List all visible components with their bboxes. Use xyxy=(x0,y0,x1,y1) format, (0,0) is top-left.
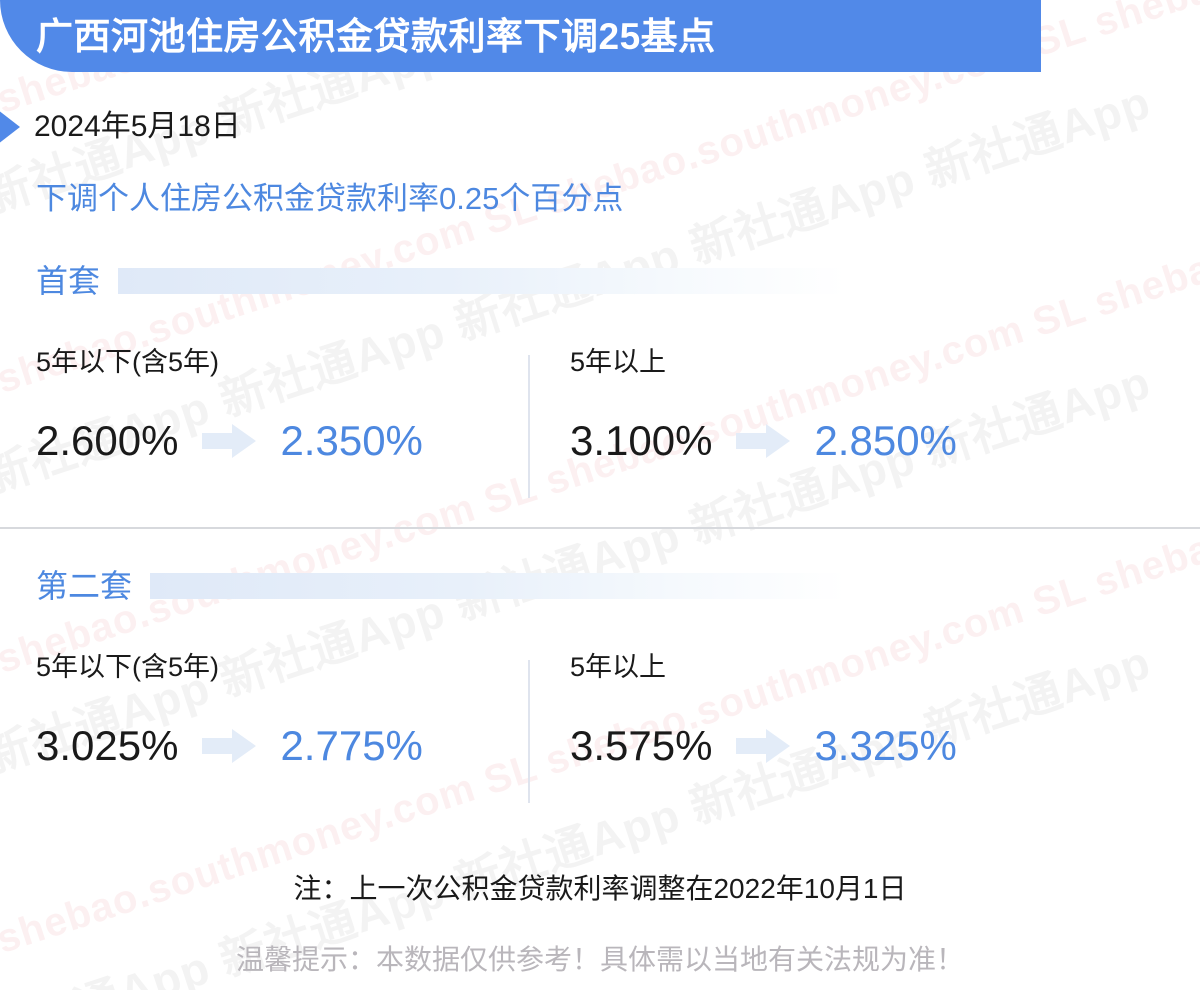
rate-column-under-5y: 5年以下(含5年) 2.600% 2.350% xyxy=(36,345,536,505)
rate-column-under-5y: 5年以下(含5年) 3.025% 2.775% xyxy=(36,650,536,810)
column-divider xyxy=(528,660,530,803)
term-label: 5年以上 xyxy=(570,652,667,682)
term-label: 5年以下(含5年) xyxy=(36,347,220,377)
rate-comparison: 3.575% 3.325% xyxy=(570,718,957,774)
old-rate-value: 3.575% xyxy=(570,722,713,769)
rate-comparison: 3.025% 2.775% xyxy=(36,718,423,774)
rate-column-over-5y: 5年以上 3.100% 2.850% xyxy=(570,345,1070,505)
section-divider xyxy=(0,527,1200,529)
section-label: 第二套 xyxy=(36,568,133,604)
column-divider xyxy=(528,355,530,498)
title-banner: 广西河池住房公积金贷款利率下调25基点 xyxy=(0,0,1041,72)
arrow-right-icon xyxy=(736,424,791,458)
footnote: 注：上一次公积金贷款利率调整在2022年10月1日 xyxy=(293,873,907,904)
new-rate-value: 2.775% xyxy=(280,722,423,769)
section-header-bar xyxy=(118,268,846,294)
term-label: 5年以下(含5年) xyxy=(36,652,220,682)
rate-block-second-home: 5年以下(含5年) 3.025% 2.775% 5年以上 3.575% 3.32… xyxy=(0,650,1200,810)
announcement-subtitle: 下调个人住房公积金贷款利率0.25个百分点 xyxy=(36,181,624,216)
term-label: 5年以上 xyxy=(570,347,667,377)
arrow-right-icon xyxy=(736,729,791,763)
new-rate-value: 2.850% xyxy=(814,417,957,464)
disclaimer: 温馨提示：本数据仅供参考！具体需以当地有关法规为准！ xyxy=(235,944,964,975)
rate-block-first-home: 5年以下(含5年) 2.600% 2.350% 5年以上 3.100% 2.85… xyxy=(0,345,1200,505)
new-rate-value: 2.350% xyxy=(280,417,423,464)
rate-comparison: 2.600% 2.350% xyxy=(36,413,423,469)
section-header-first-home: 首套 xyxy=(36,265,846,297)
old-rate-value: 3.100% xyxy=(570,417,713,464)
section-label: 首套 xyxy=(36,263,101,299)
arrow-right-icon xyxy=(202,424,257,458)
rate-column-over-5y: 5年以上 3.575% 3.325% xyxy=(570,650,1070,810)
new-rate-value: 3.325% xyxy=(814,722,957,769)
old-rate-value: 2.600% xyxy=(36,417,179,464)
date-row: 2024年5月18日 xyxy=(0,105,241,149)
old-rate-value: 3.025% xyxy=(36,722,179,769)
triangle-right-icon xyxy=(0,111,20,143)
rate-comparison: 3.100% 2.850% xyxy=(570,413,957,469)
section-header-second-home: 第二套 xyxy=(36,570,846,602)
page-title: 广西河池住房公积金贷款利率下调25基点 xyxy=(36,15,716,57)
announcement-date: 2024年5月18日 xyxy=(34,110,241,143)
section-header-bar xyxy=(150,573,846,599)
arrow-right-icon xyxy=(202,729,257,763)
